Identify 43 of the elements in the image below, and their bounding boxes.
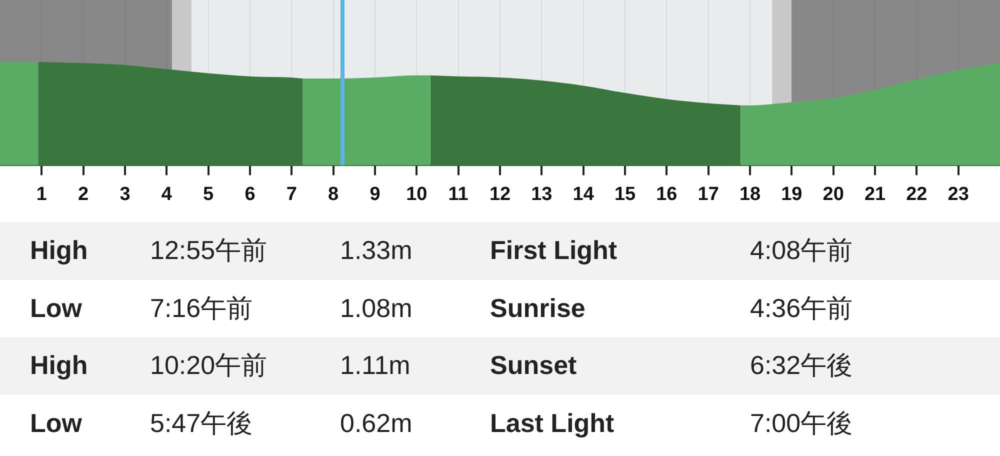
text: Last Light <box>490 406 616 440</box>
text: 1.11m <box>340 337 490 394</box>
x-tick-label: 11 <box>448 184 469 205</box>
x-tick-label: 12 <box>489 184 511 205</box>
x-tick-label: 17 <box>698 184 719 205</box>
text: Low <box>29 406 83 440</box>
text: 1.33m <box>340 222 490 280</box>
x-tick-label: 9 <box>370 184 380 205</box>
text: 5:47午後 <box>150 406 254 440</box>
text: 4:08午前 <box>750 222 1000 280</box>
x-tick-label: 19 <box>781 184 802 205</box>
text: 12:55午前 <box>150 222 340 280</box>
x-tick-label: 7 <box>286 184 297 205</box>
text: 1.08m <box>340 292 414 324</box>
x-tick-label: 23 <box>948 184 969 205</box>
text: 10:20午前 <box>150 337 340 394</box>
x-tick-label: 10 <box>406 184 428 205</box>
x-tick-label: 21 <box>864 184 886 205</box>
x-tick-label: 15 <box>614 184 636 205</box>
text: First Light <box>490 222 750 280</box>
x-tick-label: 5 <box>203 184 214 205</box>
x-tick-label: 8 <box>328 184 339 205</box>
x-tick-label: 3 <box>120 184 130 205</box>
text: Low <box>29 292 83 324</box>
x-tick-label: 14 <box>572 184 594 205</box>
text: 4:36午前 <box>750 292 854 324</box>
text: Sunrise <box>490 292 586 324</box>
text: Sunset <box>490 337 750 394</box>
text: 7:16午前 <box>150 292 254 324</box>
x-tick-label: 13 <box>531 184 552 205</box>
x-tick-label: 16 <box>656 184 678 205</box>
text: High <box>0 337 150 394</box>
x-tick-label: 20 <box>822 184 844 205</box>
x-tick-label: 6 <box>244 184 256 205</box>
text: 6:32午後 <box>750 337 1000 394</box>
x-tick-label: 1 <box>36 184 48 205</box>
text: 0.62m <box>340 406 414 440</box>
text: 7:00午後 <box>750 406 854 440</box>
x-tick-label: 22 <box>906 184 928 205</box>
text: High <box>0 222 150 280</box>
x-tick-label: 2 <box>78 184 89 205</box>
x-tick-label: 18 <box>739 184 761 205</box>
x-tick-label: 4 <box>161 184 172 205</box>
